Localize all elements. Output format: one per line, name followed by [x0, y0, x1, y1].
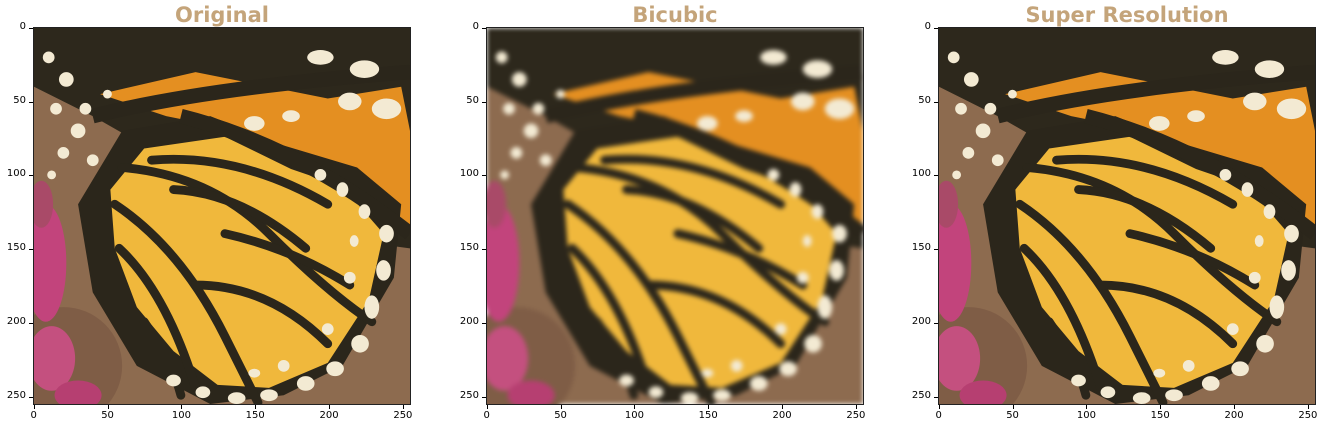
x-tick-label: 50 [1006, 410, 1019, 421]
y-tick-label: 50 [466, 94, 479, 106]
x-tick-mark [107, 405, 109, 409]
x-tick-mark [486, 405, 488, 409]
x-tick-label: 100 [171, 410, 191, 421]
y-tick-mark [934, 249, 938, 251]
x-tick-mark [1160, 405, 1162, 409]
x-tick-label: 200 [1224, 410, 1244, 421]
x-tick-mark [33, 405, 35, 409]
y-tick-label: 0 [19, 20, 26, 32]
y-tick-mark [29, 175, 33, 177]
panel-title: Bicubic [632, 3, 718, 27]
x-tick-label: 200 [319, 410, 339, 421]
y-tick-label: 100 [6, 168, 26, 180]
x-tick-label: 150 [1150, 410, 1170, 421]
x-tick-label: 150 [245, 410, 265, 421]
x-tick-mark [1234, 405, 1236, 409]
x-tick-label: 50 [554, 410, 567, 421]
x-tick-label: 200 [772, 410, 792, 421]
y-tick-mark [934, 175, 938, 177]
y-tick-label: 150 [459, 242, 479, 254]
y-tick-label: 50 [13, 94, 26, 106]
panel-title: Super Resolution [1025, 3, 1229, 27]
y-tick-label: 200 [459, 316, 479, 328]
x-tick-mark [782, 405, 784, 409]
y-tick-label: 0 [924, 20, 931, 32]
butterfly-image [486, 27, 864, 405]
x-tick-mark [1086, 405, 1088, 409]
y-tick-label: 100 [911, 168, 931, 180]
x-tick-mark [938, 405, 940, 409]
y-tick-label: 250 [911, 389, 931, 401]
y-tick-mark [934, 396, 938, 398]
y-tick-mark [934, 323, 938, 325]
butterfly-image [938, 27, 1316, 405]
y-tick-mark [482, 175, 486, 177]
y-tick-mark [29, 396, 33, 398]
x-tick-mark [255, 405, 257, 409]
y-tick-mark [934, 27, 938, 29]
x-tick-label: 100 [624, 410, 644, 421]
x-tick-mark [708, 405, 710, 409]
y-tick-label: 100 [459, 168, 479, 180]
x-tick-mark [634, 405, 636, 409]
butterfly-image [33, 27, 411, 405]
x-tick-mark [1307, 405, 1309, 409]
y-tick-mark [29, 249, 33, 251]
x-tick-label: 0 [483, 410, 490, 421]
y-tick-mark [482, 27, 486, 29]
y-tick-mark [482, 323, 486, 325]
y-tick-mark [29, 101, 33, 103]
y-tick-label: 150 [911, 242, 931, 254]
butterfly-wing-picture [939, 28, 1315, 404]
x-tick-label: 0 [935, 410, 942, 421]
x-tick-label: 100 [1076, 410, 1096, 421]
x-tick-label: 250 [846, 410, 866, 421]
x-tick-mark [329, 405, 331, 409]
image-panel-3: Super Resolution 0 50 100 150 200 250 0 50 100 150… [905, 0, 1325, 429]
y-tick-mark [29, 323, 33, 325]
y-tick-mark [482, 249, 486, 251]
butterfly-wing-picture [34, 28, 410, 404]
x-tick-mark [402, 405, 404, 409]
x-tick-mark [181, 405, 183, 409]
y-tick-mark [482, 101, 486, 103]
x-tick-label: 50 [101, 410, 114, 421]
y-tick-label: 250 [6, 389, 26, 401]
x-tick-mark [1012, 405, 1014, 409]
y-tick-label: 200 [911, 316, 931, 328]
y-tick-label: 50 [918, 94, 931, 106]
image-panel-1: Original 0 50 100 150 200 250 0 50 100 150 200 250 [0, 0, 420, 429]
y-tick-mark [29, 27, 33, 29]
x-tick-mark [560, 405, 562, 409]
y-tick-label: 200 [6, 316, 26, 328]
y-tick-mark [934, 101, 938, 103]
y-tick-mark [482, 396, 486, 398]
image-panel-2: Bicubic 0 50 100 150 200 250 0 50 100 150 200 250 [453, 0, 873, 429]
y-tick-label: 250 [459, 389, 479, 401]
butterfly-wing-picture [487, 28, 863, 404]
x-tick-label: 0 [30, 410, 37, 421]
x-tick-mark [855, 405, 857, 409]
x-tick-label: 250 [1298, 410, 1318, 421]
x-tick-label: 150 [698, 410, 718, 421]
x-tick-label: 250 [393, 410, 413, 421]
y-tick-label: 0 [472, 20, 479, 32]
y-tick-label: 150 [6, 242, 26, 254]
panel-title: Original [175, 3, 269, 27]
